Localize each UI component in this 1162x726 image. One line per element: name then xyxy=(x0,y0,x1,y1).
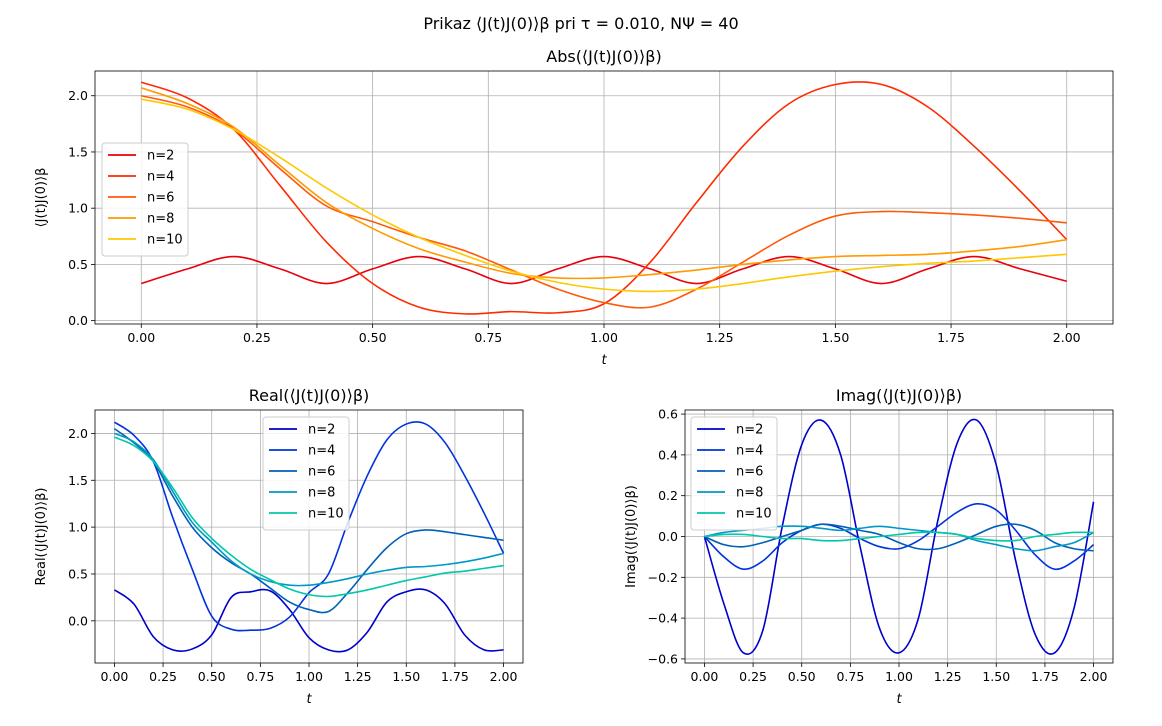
legend-label: n=10 xyxy=(308,507,344,522)
y-tick-label: 0.5 xyxy=(68,257,88,272)
series-line-n=10 xyxy=(704,531,1094,542)
y-tick-label: 0.0 xyxy=(658,529,678,544)
legend-label: n=4 xyxy=(308,444,335,459)
y-tick-label: 1.0 xyxy=(68,520,88,535)
x-tick-label: 0.00 xyxy=(127,330,155,345)
x-tick-label: 2.00 xyxy=(490,669,518,684)
legend-label: n=6 xyxy=(147,191,174,206)
legend-label: n=8 xyxy=(308,486,335,501)
y-tick-label: −0.6 xyxy=(648,651,678,666)
x-tick-label: 0.25 xyxy=(739,669,767,684)
series-line-n=4 xyxy=(703,503,1095,571)
axes-title: Abs(⟨J(t)J(0)⟩β) xyxy=(546,47,661,66)
legend-label: n=2 xyxy=(147,149,174,164)
x-axis-label: t xyxy=(896,692,902,707)
y-tick-label: 0.0 xyxy=(68,313,88,328)
series-line-n=6 xyxy=(113,428,504,614)
series-line-n=8 xyxy=(114,432,504,587)
x-tick-label: 0.50 xyxy=(198,669,226,684)
legend: n=2 n=4 n=6 n=8 n=10 xyxy=(262,416,350,531)
y-tick-label: 0.2 xyxy=(658,488,678,503)
x-tick-label: 1.00 xyxy=(885,669,913,684)
x-axis-label: t xyxy=(601,353,607,368)
series-line-n=4 xyxy=(141,81,1068,315)
y-tick-label: 1.5 xyxy=(68,473,88,488)
x-tick-label: 1.75 xyxy=(1031,669,1059,684)
x-tick-label: 0.25 xyxy=(149,669,177,684)
axes-title: Imag(⟨J(t)J(0)⟩β) xyxy=(836,386,962,405)
legend-label: n=8 xyxy=(736,486,763,501)
y-tick-label: 1.0 xyxy=(68,201,88,216)
y-tick-label: 2.0 xyxy=(68,426,88,441)
y-tick-label: 0.6 xyxy=(658,407,678,422)
x-tick-label: 0.00 xyxy=(101,669,129,684)
legend: n=2 n=4 n=6 n=8 n=10 xyxy=(690,416,778,531)
abs-chart: Abs(⟨J(t)J(0)⟩β) 0.00 0.25 0.50 0.75 1.00 1.25… xyxy=(34,47,1114,368)
x-tick-label: 0.25 xyxy=(243,330,271,345)
series-line-n=4 xyxy=(114,421,505,632)
legend-label: n=6 xyxy=(308,465,335,480)
y-axis-label: Imag(⟨J(t)J(0)⟩β) xyxy=(624,485,639,588)
x-tick-label: 1.25 xyxy=(344,669,372,684)
axes-frame xyxy=(684,409,1114,664)
x-tick-label: 1.50 xyxy=(392,669,420,684)
legend-label: n=2 xyxy=(736,423,763,438)
legend-box xyxy=(262,416,350,531)
series-line-n=8 xyxy=(141,87,1067,280)
y-tick-label: 0.5 xyxy=(68,566,88,581)
grid-lines xyxy=(95,410,523,663)
y-axis-label: ⟨J(t)J(0)⟩β xyxy=(34,168,49,228)
series-line-n=2 xyxy=(703,418,1095,655)
legend-label: n=4 xyxy=(147,170,174,185)
y-tick-label: 2.0 xyxy=(68,88,88,103)
legend-box xyxy=(101,142,189,257)
y-tick-label: 0.4 xyxy=(658,447,678,462)
grid-lines xyxy=(95,71,1113,324)
series-line-n=10 xyxy=(141,98,1067,293)
x-tick-label: 0.00 xyxy=(691,669,719,684)
legend-label: n=8 xyxy=(147,212,174,227)
legend-label: n=10 xyxy=(147,233,183,248)
y-axis-label: Real(⟨J(t)J(0)⟩β) xyxy=(34,488,49,586)
axes-frame xyxy=(94,70,1114,325)
x-tick-label: 1.00 xyxy=(590,330,618,345)
x-tick-label: 1.50 xyxy=(982,669,1010,684)
x-tick-label: 1.50 xyxy=(821,330,849,345)
legend-label: n=10 xyxy=(736,507,772,522)
axes-frame xyxy=(94,409,524,664)
x-tick-label: 1.75 xyxy=(441,669,469,684)
x-tick-label: 0.75 xyxy=(246,669,274,684)
imag-chart: Imag(⟨J(t)J(0)⟩β) 0.00 0.25 0.50 0.75 1.00 1.2… xyxy=(624,386,1114,707)
legend-label: n=2 xyxy=(308,423,335,438)
y-tick-label: −0.2 xyxy=(648,570,678,585)
x-axis-label: t xyxy=(306,692,312,707)
series-line-n=2 xyxy=(113,588,504,653)
series-line-n=10 xyxy=(114,436,504,598)
x-tick-label: 0.50 xyxy=(359,330,387,345)
x-tick-label: 1.00 xyxy=(295,669,323,684)
x-tick-label: 0.75 xyxy=(474,330,502,345)
x-tick-label: 0.50 xyxy=(788,669,816,684)
x-tick-label: 1.25 xyxy=(934,669,962,684)
x-tick-label: 1.75 xyxy=(937,330,965,345)
series-line-n=2 xyxy=(141,255,1067,285)
legend-label: n=4 xyxy=(736,444,763,459)
x-tick-label: 2.00 xyxy=(1053,330,1081,345)
x-tick-label: 2.00 xyxy=(1080,669,1108,684)
series-line-n=6 xyxy=(704,523,1094,552)
x-tick-label: 0.75 xyxy=(836,669,864,684)
series-line-n=6 xyxy=(141,94,1067,309)
legend: n=2 n=4 n=6 n=8 n=10 xyxy=(101,142,189,257)
axes-title: Real(⟨J(t)J(0)⟩β) xyxy=(249,386,370,405)
y-tick-label: 0.0 xyxy=(68,613,88,628)
y-tick-label: −0.4 xyxy=(648,611,678,626)
y-tick-label: 1.5 xyxy=(68,144,88,159)
real-chart: Real(⟨J(t)J(0)⟩β) 0.00 0.25 0.50 0.75 1.00 1.2… xyxy=(34,386,524,707)
figure-title: Prikaz ⟨J(t)J(0)⟩β pri τ = 0.010, NΨ = 4… xyxy=(423,14,738,33)
legend-label: n=6 xyxy=(736,465,763,480)
legend-box xyxy=(690,416,778,531)
x-tick-label: 1.25 xyxy=(706,330,734,345)
